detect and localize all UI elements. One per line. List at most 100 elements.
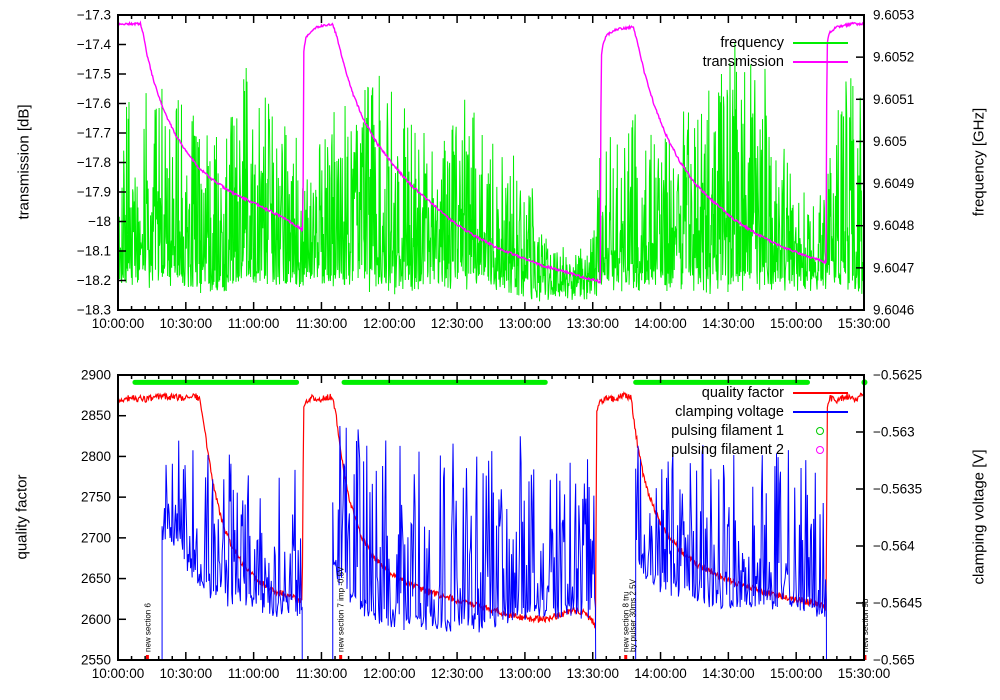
top-plot-ticks xyxy=(117,14,865,311)
transmission-line-swatch xyxy=(793,60,856,63)
x-tick-label: 12:30:00 xyxy=(431,316,484,331)
y-tick-label-left: 2750 xyxy=(81,490,111,505)
legend-label-frequency: frequency xyxy=(720,34,784,51)
bottom-left-axis-title: quality factor xyxy=(13,474,31,560)
y-tick-label-right: 9.6046 xyxy=(873,303,914,318)
annotation-text: new section 7 imp -0.5V xyxy=(337,566,346,652)
y-tick-label-left: −18.2 xyxy=(77,273,111,288)
x-tick-label: 15:00:00 xyxy=(770,316,823,331)
legend-item-pulsing-filament-1: pulsing filament 1 xyxy=(671,421,856,440)
y-tick-label-left: −17.9 xyxy=(77,185,111,200)
y-tick-label-right: 9.6047 xyxy=(873,260,914,275)
y-tick-label-left: −17.6 xyxy=(77,96,111,111)
legend-label-quality-factor: quality factor xyxy=(701,384,784,401)
y-tick-label-left: −17.7 xyxy=(77,126,111,141)
top-plot-tick-labels: 10:00:00 10:30:00 11:00:00 11:30:00 12:00:00… xyxy=(77,8,914,332)
legend-label-pulsing-filament-1: pulsing filament 1 xyxy=(671,422,784,439)
legend-label-pulsing-filament-2: pulsing filament 2 xyxy=(671,441,784,458)
x-tick-label: 15:30:00 xyxy=(838,316,891,331)
y-tick-label-left: −17.5 xyxy=(77,67,111,82)
x-tick-label: 10:30:00 xyxy=(160,666,213,681)
annotation-text: new section 8 tru xyxy=(622,592,631,652)
clamping-voltage-line-swatch xyxy=(793,410,856,413)
top-right-axis-title: frequency [GHz] xyxy=(970,107,988,217)
y-tick-label-left: 2900 xyxy=(81,368,111,383)
y-tick-label-left: 2600 xyxy=(81,612,111,627)
bottom-plot-axes xyxy=(117,374,865,661)
y-tick-label-right: 9.6051 xyxy=(873,92,914,107)
x-tick-label: 10:00:00 xyxy=(92,666,145,681)
annotation-mark xyxy=(145,655,149,660)
bottom-plot-ticks xyxy=(117,374,865,661)
x-tick-label: 13:30:00 xyxy=(566,666,619,681)
x-tick-label: 11:00:00 xyxy=(228,316,280,331)
y-tick-label-right: −0.5645 xyxy=(873,596,922,611)
bottom-plot-tick-labels: 10:00:00 10:30:00 11:00:00 11:30:00 12:00:00… xyxy=(81,368,922,682)
legend-label-clamping-voltage: clamping voltage xyxy=(675,403,784,420)
y-tick-label-left: 2850 xyxy=(81,408,111,423)
x-tick-label: 11:30:00 xyxy=(296,316,348,331)
legend-item-transmission: transmission xyxy=(703,52,856,71)
x-tick-label: 15:00:00 xyxy=(770,666,823,681)
x-tick-label: 10:30:00 xyxy=(160,316,213,331)
bottom-plot-series xyxy=(118,391,864,660)
y-tick-label-left: −17.8 xyxy=(77,155,111,170)
line-sample-icon xyxy=(793,391,848,394)
x-tick-label: 12:00:00 xyxy=(363,316,416,331)
annotation-mark xyxy=(339,655,343,660)
x-tick-label: 14:30:00 xyxy=(702,316,755,331)
x-tick-label: 11:00:00 xyxy=(228,666,280,681)
top-plot-series xyxy=(118,20,864,302)
x-tick-label: 13:00:00 xyxy=(499,666,552,681)
annotation-mark xyxy=(624,655,628,660)
y-tick-label-right: −0.5635 xyxy=(873,482,922,497)
legend-label-transmission: transmission xyxy=(702,53,784,70)
y-tick-label-left: 2650 xyxy=(81,571,111,586)
y-tick-label-left: −17.3 xyxy=(77,8,111,23)
legend-item-frequency: frequency xyxy=(703,33,856,52)
x-tick-label: 13:00:00 xyxy=(499,316,552,331)
y-tick-label-right: −0.5625 xyxy=(873,368,922,383)
legend-item-pulsing-filament-2: pulsing filament 2 xyxy=(671,440,856,459)
legend-item-quality-factor: quality factor xyxy=(671,383,856,402)
y-tick-label-right: −0.564 xyxy=(873,539,915,554)
x-tick-label: 13:30:00 xyxy=(566,316,619,331)
clamping_voltage-trace xyxy=(635,445,827,660)
line-sample-icon xyxy=(793,410,848,413)
y-tick-label-left: 2550 xyxy=(81,653,111,668)
x-tick-label: 10:00:00 xyxy=(92,316,145,331)
quality-factor-line-swatch xyxy=(793,391,856,394)
y-tick-label-left: −17.4 xyxy=(77,37,112,52)
bottom-right-axis-title: clamping voltage [V] xyxy=(970,449,988,585)
circle-marker-icon xyxy=(816,426,824,435)
annotation-text: new section 9b xyxy=(861,598,870,652)
y-tick-label-right: −0.565 xyxy=(873,653,915,668)
annotation-text: by pulser 30ms 2.5V xyxy=(629,578,638,652)
annotation-text: new section 6 xyxy=(143,603,152,652)
x-tick-label: 11:30:00 xyxy=(296,666,348,681)
y-tick-label-right: 9.6049 xyxy=(873,176,914,191)
frequency-line-swatch xyxy=(793,41,856,44)
y-tick-label-left: −18.1 xyxy=(77,244,111,259)
line-sample-icon xyxy=(793,60,848,63)
clamping_voltage-trace xyxy=(332,425,597,660)
plot-border xyxy=(117,374,865,661)
circle-marker-icon xyxy=(816,445,824,454)
top-left-axis-title: transmission [dB] xyxy=(15,104,33,220)
y-tick-label-right: 9.605 xyxy=(873,134,907,149)
x-tick-label: 12:00:00 xyxy=(363,666,416,681)
legend-item-clamping-voltage: clamping voltage xyxy=(671,402,856,421)
pulsing-filament-2-marker-swatch xyxy=(793,445,856,454)
pulsing-filament-1-marker-swatch xyxy=(793,426,856,435)
x-tick-label: 14:30:00 xyxy=(702,666,755,681)
y-tick-label-left: −18 xyxy=(88,214,111,229)
y-tick-label-right: 9.6052 xyxy=(873,50,914,65)
x-tick-label: 14:00:00 xyxy=(634,666,687,681)
y-tick-label-left: −18.3 xyxy=(77,303,111,318)
x-tick-label: 15:30:00 xyxy=(838,666,891,681)
transmission-trace xyxy=(118,20,864,284)
y-tick-label-left: 2800 xyxy=(81,449,111,464)
x-tick-label: 14:00:00 xyxy=(634,316,687,331)
